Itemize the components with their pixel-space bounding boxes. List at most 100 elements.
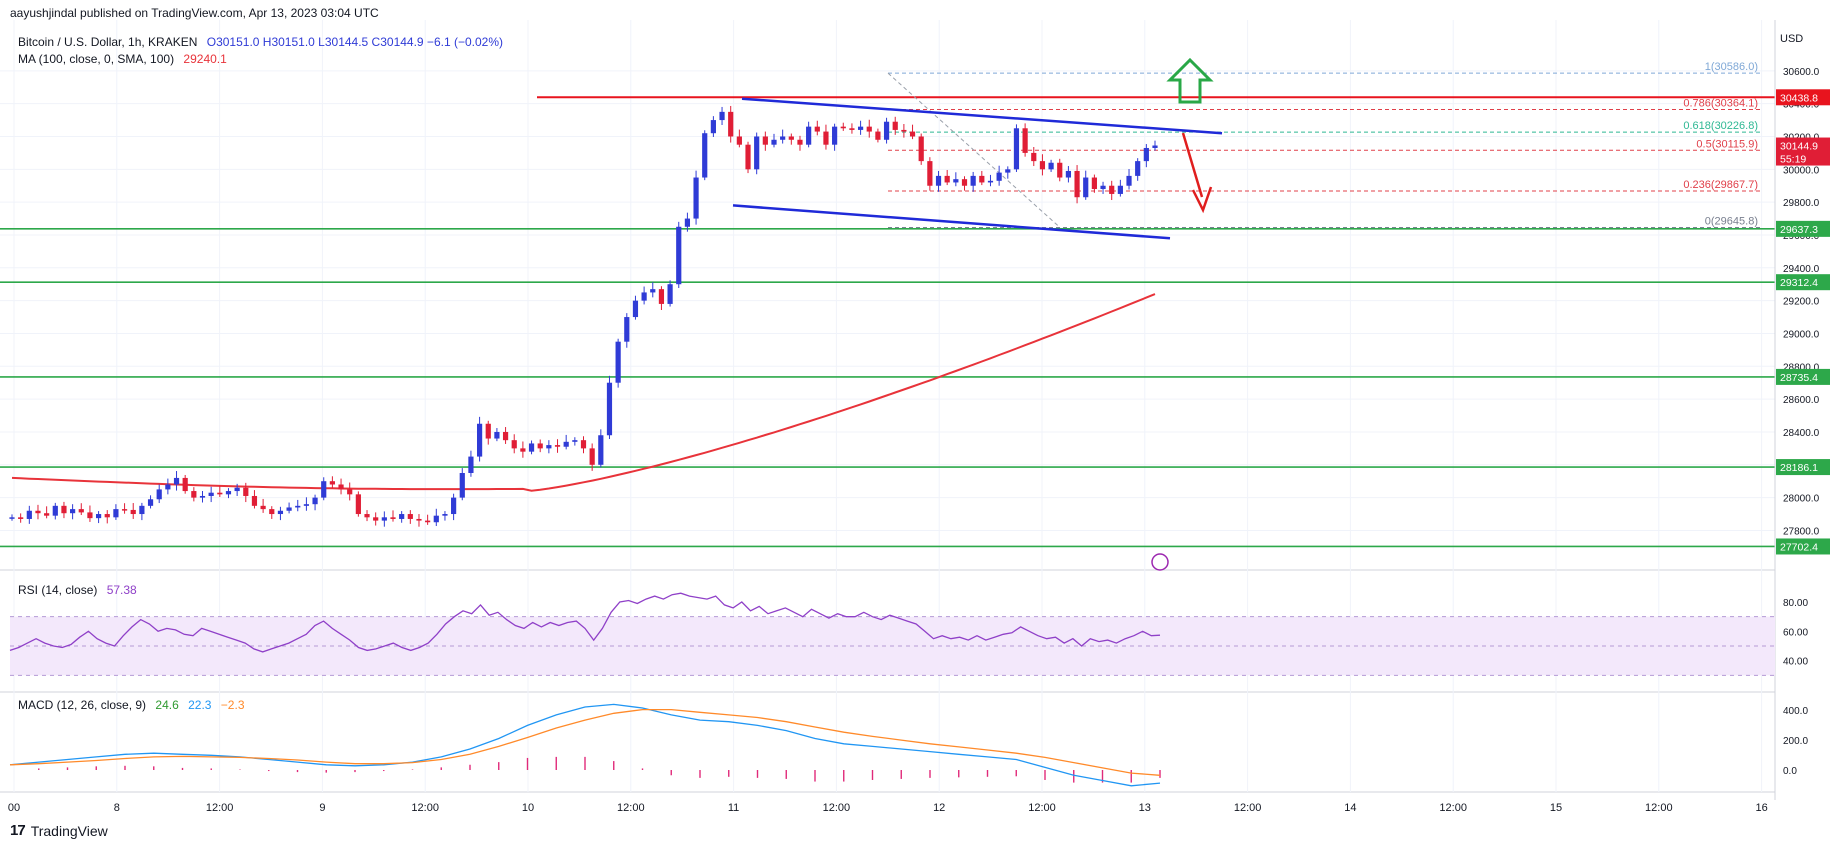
time-tick-label: 12:00	[1439, 802, 1467, 814]
candle-body	[243, 487, 249, 496]
arrow-down-head-icon	[1191, 186, 1213, 214]
candle-body	[1152, 145, 1158, 148]
fib-level-label: 0.618(30226.8)	[1683, 120, 1758, 132]
candle-body	[425, 520, 431, 523]
candle-body	[676, 226, 682, 285]
candle-body	[684, 218, 691, 227]
candle-body	[598, 435, 604, 465]
candle-body	[849, 128, 855, 130]
price-badge-label: 30144.9	[1780, 141, 1818, 153]
footer-brand[interactable]: 17 TradingView	[10, 822, 108, 839]
time-tick-label: 11	[728, 802, 739, 814]
price-badge-label: 27702.4	[1780, 541, 1818, 553]
macd-legend-macd: 24.6	[155, 698, 179, 712]
symbol-header: Bitcoin / U.S. Dollar, 1h, KRAKEN O30151…	[18, 35, 509, 49]
price-badge	[1776, 137, 1830, 154]
candle-body	[537, 443, 543, 449]
price-tick-label: 28800.0	[1783, 362, 1820, 373]
time-tick-label: 12:00	[206, 802, 234, 814]
ma-legend[interactable]: MA (100, close, 0, SMA, 100) 29240.1	[18, 52, 233, 66]
macd-pane	[9, 703, 1161, 787]
time-tick-label: 12:00	[1234, 802, 1262, 814]
fibonacci-retracement[interactable]: 1(30586.0) 0.786(30364.1) 0.618(30226.8) 0.…	[887, 61, 1760, 228]
symbol-title[interactable]: Bitcoin / U.S. Dollar, 1h, KRAKEN	[18, 35, 198, 49]
candle-body	[840, 126, 846, 129]
candle-body	[901, 129, 907, 132]
price-tick-label: 29400.0	[1783, 264, 1820, 275]
candle-body	[121, 509, 128, 511]
rsi-pane	[9, 592, 1775, 676]
fib-level-label: 0.236(29867.7)	[1683, 179, 1758, 191]
price-badge-label: 28186.1	[1780, 462, 1818, 474]
event-marker-icon	[1151, 553, 1169, 571]
time-tick-label: 00	[8, 802, 20, 814]
macd-legend-signal: 22.3	[188, 698, 212, 712]
candle-body	[303, 504, 310, 506]
candle-body	[953, 179, 959, 183]
candle-body	[44, 513, 50, 516]
fib-trend-line	[887, 72, 1061, 228]
candle-body	[61, 505, 67, 514]
candle-body	[476, 423, 483, 457]
candle-body	[269, 509, 275, 515]
candle-body	[416, 518, 422, 521]
candle-body	[996, 172, 1002, 181]
candle-body	[208, 492, 214, 496]
candle-body	[1031, 152, 1037, 162]
candle-body	[182, 477, 188, 492]
candle-body	[1048, 162, 1054, 170]
price-badge	[1776, 459, 1830, 476]
time-axis[interactable]: 00 8 12:00 9 12:00 10 12:00 11 12:00 12 12:00 13 12:…	[8, 802, 1768, 814]
macd-tick-label: 0.0	[1783, 766, 1797, 777]
candle-body	[797, 139, 803, 145]
time-tick-label: 12:00	[411, 802, 439, 814]
candle-body	[909, 131, 916, 137]
candle-body	[702, 133, 708, 178]
candle-body	[1005, 169, 1011, 173]
price-tick-label: 28400.0	[1783, 428, 1820, 439]
price-badge	[1776, 368, 1830, 385]
candle-body	[312, 497, 318, 505]
candle-body	[1065, 170, 1072, 178]
drawings[interactable]	[732, 57, 1223, 571]
time-tick-label: 12	[933, 802, 945, 814]
ma-100-path	[11, 293, 1156, 492]
countdown-label: 55:19	[1780, 154, 1806, 166]
countdown-badge	[1776, 151, 1830, 166]
candle-body	[139, 505, 145, 515]
candle-body	[147, 499, 154, 506]
candle-body	[814, 126, 820, 132]
macd-legend[interactable]: MACD (12, 26, close, 9) 24.6 22.3 −2.3	[18, 698, 251, 712]
price-tick-label: 28600.0	[1783, 395, 1820, 406]
time-tick-label: 9	[319, 802, 325, 814]
ma-100-line	[11, 293, 1156, 492]
ohlc-values: O30151.0 H30151.0 L30144.5 C30144.9 −6.1…	[206, 35, 503, 49]
price-badge	[1776, 274, 1830, 291]
price-tick-label: 30000.0	[1783, 165, 1820, 176]
fib-level-label: 0(29645.8)	[1705, 215, 1758, 227]
candle-body	[754, 136, 760, 170]
candle-body	[520, 448, 526, 452]
publisher-line: aayushjindal published on TradingView.co…	[10, 6, 379, 20]
candle-body	[528, 443, 535, 452]
rsi-legend[interactable]: RSI (14, close) 57.38	[18, 583, 143, 597]
candle-body	[251, 495, 258, 506]
macd-tick-label: 200.0	[1783, 736, 1808, 747]
macd-legend-label: MACD (12, 26, close, 9)	[18, 698, 147, 712]
candle-body	[918, 136, 924, 162]
candle-body	[736, 136, 742, 145]
ma-legend-label: MA (100, close, 0, SMA, 100)	[18, 52, 175, 66]
candle-body	[745, 144, 751, 170]
time-tick-label: 12:00	[617, 802, 645, 814]
candle-body	[78, 509, 84, 513]
candle-body	[130, 509, 136, 515]
candle-body	[719, 111, 725, 121]
rsi-tick-label: 60.00	[1783, 627, 1808, 638]
price-axis[interactable]: 27800.028000.028200.028400.028600.028800…	[1774, 20, 1830, 800]
rsi-tick-label: 40.00	[1783, 657, 1808, 668]
candle-body	[199, 495, 206, 498]
candle-body	[866, 126, 872, 132]
candle-body	[26, 510, 32, 519]
candle-body	[710, 120, 716, 134]
